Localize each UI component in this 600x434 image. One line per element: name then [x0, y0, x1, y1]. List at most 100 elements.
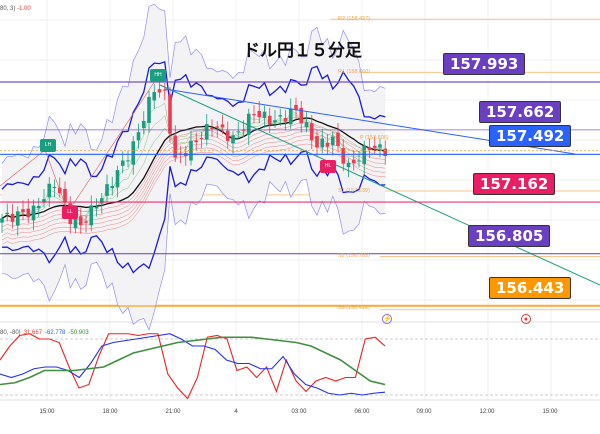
candle-body: [26, 208, 31, 218]
candle-body: [115, 170, 120, 188]
indicator-params: 80, 3): [0, 6, 16, 12]
candle-body: [294, 104, 298, 110]
candle-body: [236, 131, 241, 133]
candle-body: [189, 140, 193, 161]
candle-body: [157, 89, 162, 93]
outer-band-upper: [1, 3, 386, 164]
candle-body: [215, 126, 220, 128]
price-tag-156805[interactable]: 156.805: [468, 225, 551, 247]
candle-body: [5, 212, 10, 214]
time-tick: 18:00: [102, 409, 118, 415]
swing-label-hl: HL: [320, 160, 336, 173]
time-tick: 03:00: [291, 409, 307, 415]
candle-body: [283, 117, 288, 122]
candle-body: [231, 135, 235, 144]
candle-body: [168, 94, 172, 134]
trendline-green: [159, 84, 600, 286]
candle-body: [152, 92, 157, 101]
inner-band-upper: [1, 60, 386, 190]
candle-body: [357, 160, 361, 162]
candle-body: [372, 145, 377, 148]
indicator-value: -1.00: [17, 6, 31, 12]
swing-label-ll: LL: [62, 206, 78, 219]
pivot-s2-label: S2 (156.785): [338, 253, 370, 259]
pivot-s1-label: S1 (157.239): [338, 188, 370, 194]
candle-body: [351, 159, 356, 164]
price-tag-157662[interactable]: 157.662: [479, 101, 562, 123]
candle-body: [267, 115, 272, 125]
record-icon[interactable]: ●: [521, 314, 531, 324]
candle-body: [89, 205, 94, 226]
time-tick: 15:00: [39, 409, 55, 415]
time-tick: 12:00: [479, 409, 495, 415]
candle-body: [246, 113, 251, 135]
candle-body: [120, 160, 125, 166]
price-tag-156443[interactable]: 156.443: [489, 277, 572, 299]
candle-body: [63, 188, 67, 203]
time-tick: 4: [234, 409, 238, 415]
candle-body: [220, 124, 225, 128]
candle-body: [94, 206, 99, 209]
band-fill: [2, 4, 386, 330]
candle-body: [173, 135, 178, 158]
candle-body: [47, 183, 52, 198]
candle-body: [0, 218, 4, 223]
oscillator-blue-line: [0, 333, 386, 396]
candle-body: [225, 130, 230, 141]
chart-title: ドル円１５分足: [243, 41, 362, 61]
swing-label-hh: HH: [150, 69, 166, 82]
candle-body: [304, 122, 309, 128]
candle-body: [367, 147, 372, 151]
oscillator-red-line: [0, 333, 386, 400]
osc-value-red: 31.667: [23, 330, 43, 336]
pivot-p-label: P (157.606): [360, 135, 389, 141]
time-tick: 15:00: [542, 409, 558, 415]
price-tag-157993[interactable]: 157.993: [443, 53, 526, 75]
candle-body: [131, 141, 136, 165]
candle-body: [330, 136, 335, 146]
candle-body: [136, 132, 141, 141]
candle-body: [15, 211, 20, 226]
candle-body: [262, 111, 267, 118]
candle-body: [126, 160, 130, 162]
candle-body: [210, 127, 214, 129]
osc-value-blue: -62.778: [45, 330, 66, 336]
swing-line: [67, 77, 158, 213]
candle-body: [378, 144, 382, 148]
lightning-icon[interactable]: ⚡: [382, 314, 392, 324]
oscillator-green-line: [0, 336, 386, 386]
candle-body: [278, 115, 283, 117]
candle-body: [346, 162, 351, 168]
candle-body: [78, 216, 83, 226]
time-tick: 09:00: [416, 409, 432, 415]
ma-ribbon-red: [1, 143, 386, 245]
candle-body: [383, 148, 388, 157]
candle-body: [162, 89, 167, 91]
candle-body: [288, 108, 293, 125]
osc-params: 80, -80): [0, 330, 21, 336]
candle-body: [84, 221, 88, 223]
candle-body: [73, 217, 78, 229]
time-tick: 21:00: [165, 409, 181, 415]
time-tick: 06:00: [354, 409, 370, 415]
pivot-s3-label: S3 (156.418): [338, 305, 370, 311]
price-tag-157162[interactable]: 157.162: [473, 173, 556, 195]
candle-body: [341, 148, 346, 164]
candle-body: [52, 187, 57, 189]
candle-body: [299, 107, 304, 124]
price-tag-157492[interactable]: 157.492: [489, 125, 572, 147]
candle-body: [105, 184, 109, 196]
candle-body: [199, 137, 204, 139]
candle-body: [320, 138, 325, 148]
pivot-r2-label: R2 (158.427): [338, 16, 371, 22]
candle-body: [99, 198, 104, 204]
candle-body: [257, 110, 262, 118]
candle-body: [309, 123, 314, 141]
osc-value-green: -50.903: [68, 330, 89, 336]
pivot-r1-label: R1 (158.060): [338, 69, 371, 75]
candle-body: [204, 124, 209, 140]
candle-body: [141, 120, 146, 129]
candle-body: [336, 132, 340, 146]
oscillator-legend: 80, -80) 31.667 -62.778 -50.903: [0, 330, 92, 336]
